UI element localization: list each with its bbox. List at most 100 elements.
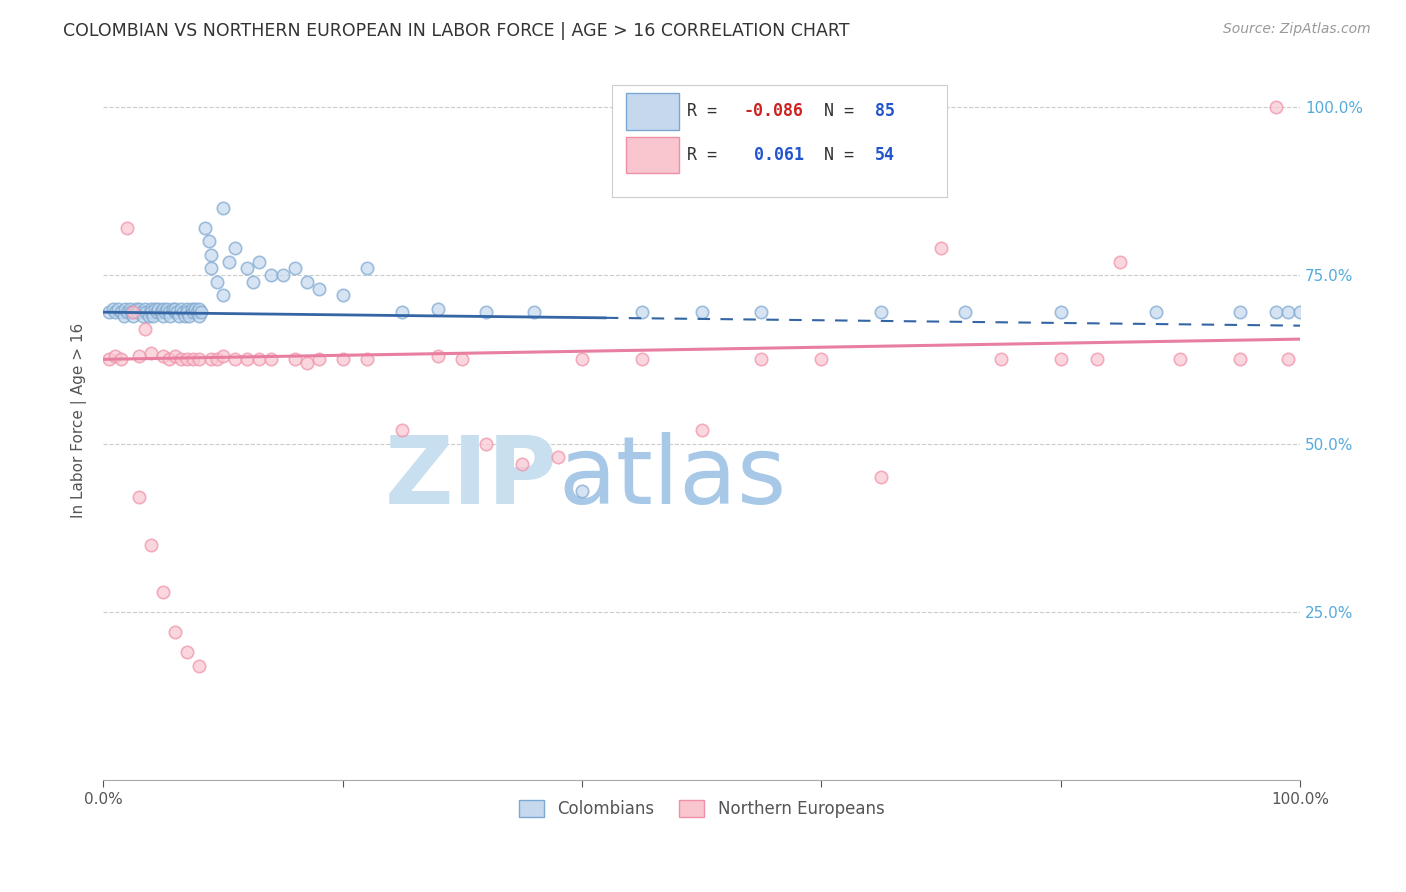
Point: [188, 658, 211, 673]
Point: [212, 349, 235, 363]
Point: [148, 301, 170, 316]
Point: [332, 288, 354, 302]
Point: [870, 470, 893, 484]
Text: atlas: atlas: [558, 432, 786, 524]
Point: [179, 309, 201, 323]
Point: [120, 305, 142, 319]
Point: [247, 254, 270, 268]
Text: 54: 54: [875, 145, 896, 164]
FancyBboxPatch shape: [626, 94, 679, 130]
Point: [356, 261, 378, 276]
Point: [139, 305, 162, 319]
Point: [224, 241, 246, 255]
Point: [200, 261, 222, 276]
Point: [571, 352, 593, 367]
Point: [176, 305, 198, 319]
Point: [104, 305, 127, 319]
Point: [308, 352, 330, 367]
Point: [690, 305, 713, 319]
Point: [510, 457, 533, 471]
Point: [205, 275, 228, 289]
Point: [242, 275, 264, 289]
Point: [166, 305, 188, 319]
Point: [547, 450, 569, 464]
Point: [122, 309, 145, 323]
Point: [135, 305, 157, 319]
Point: [98, 305, 121, 319]
Point: [188, 352, 211, 367]
FancyBboxPatch shape: [626, 136, 679, 173]
Point: [197, 235, 219, 249]
Point: [1229, 305, 1251, 319]
Point: [170, 301, 193, 316]
Point: [124, 301, 146, 316]
Point: [152, 309, 174, 323]
Text: N =: N =: [824, 103, 853, 120]
Point: [115, 305, 138, 319]
Point: [162, 301, 184, 316]
Text: ZIP: ZIP: [385, 432, 558, 524]
Point: [427, 301, 450, 316]
Point: [1085, 352, 1108, 367]
Point: [295, 356, 318, 370]
Point: [128, 491, 150, 505]
Point: [104, 349, 127, 363]
Point: [523, 305, 546, 319]
Point: [146, 305, 169, 319]
Point: [156, 301, 179, 316]
Text: Source: ZipAtlas.com: Source: ZipAtlas.com: [1223, 22, 1371, 37]
Legend: Colombians, Northern Europeans: Colombians, Northern Europeans: [510, 791, 893, 826]
Point: [356, 352, 378, 367]
Text: 0.061: 0.061: [744, 145, 803, 164]
Y-axis label: In Labor Force | Age > 16: In Labor Force | Age > 16: [72, 322, 87, 517]
Point: [131, 305, 153, 319]
Point: [205, 352, 228, 367]
Point: [260, 352, 283, 367]
Point: [1289, 305, 1312, 319]
Point: [1049, 352, 1071, 367]
Point: [128, 349, 150, 363]
Point: [1144, 305, 1167, 319]
Point: [152, 301, 174, 316]
Point: [186, 305, 208, 319]
Point: [155, 305, 177, 319]
Point: [630, 305, 652, 319]
Point: [107, 301, 129, 316]
Point: [142, 309, 165, 323]
Point: [163, 349, 186, 363]
Point: [1265, 305, 1288, 319]
Point: [475, 436, 498, 450]
Point: [138, 309, 160, 323]
Point: [690, 423, 713, 437]
Point: [139, 301, 162, 316]
Point: [451, 352, 474, 367]
Point: [1265, 100, 1288, 114]
Point: [180, 301, 202, 316]
Point: [110, 305, 132, 319]
Point: [176, 301, 198, 316]
Point: [188, 301, 211, 316]
Point: [571, 483, 593, 498]
Point: [236, 261, 259, 276]
Point: [157, 305, 180, 319]
Point: [990, 352, 1012, 367]
Text: R =: R =: [688, 145, 717, 164]
Point: [200, 352, 222, 367]
Point: [332, 352, 354, 367]
Point: [224, 352, 246, 367]
Point: [152, 349, 174, 363]
Point: [953, 305, 976, 319]
Point: [188, 309, 211, 323]
Text: R =: R =: [688, 103, 717, 120]
Point: [751, 305, 773, 319]
Point: [260, 268, 283, 282]
Point: [128, 301, 150, 316]
Point: [139, 537, 162, 551]
Text: 85: 85: [875, 103, 896, 120]
Point: [1049, 305, 1071, 319]
Point: [184, 301, 207, 316]
Point: [170, 352, 193, 367]
Point: [810, 352, 832, 367]
Point: [194, 221, 217, 235]
Point: [98, 352, 121, 367]
